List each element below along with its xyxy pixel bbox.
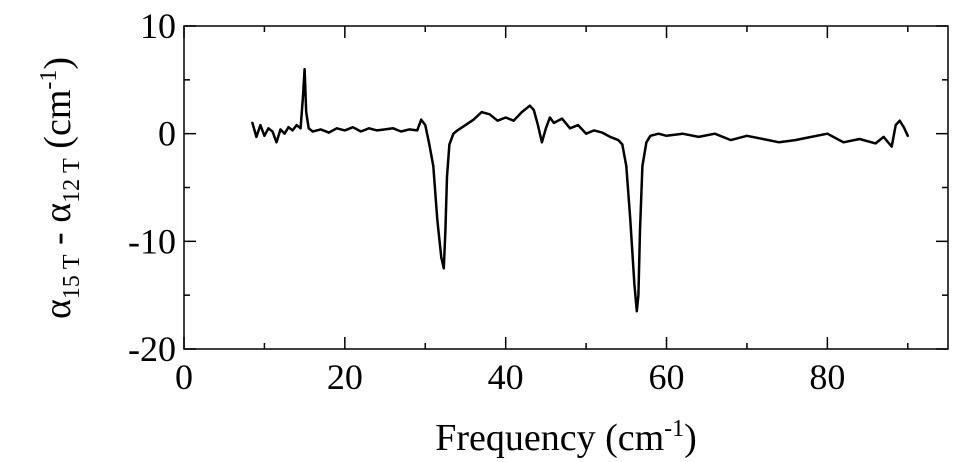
y-tick-label: -10	[128, 221, 176, 261]
series-line	[251, 67, 910, 313]
y-axis-title-sub2: 12 T	[59, 158, 85, 203]
y-axis-title-end: )	[37, 57, 79, 70]
x-tick-label: 20	[327, 357, 363, 397]
y-tick-label: 0	[158, 114, 176, 154]
x-axis-title-end: )	[684, 417, 697, 459]
y-axis-title-dash: -	[37, 223, 79, 255]
x-axis-title-sup: -1	[664, 416, 684, 442]
x-tick-label: 0	[175, 357, 193, 397]
y-axis-title-unit: (cm	[37, 90, 79, 159]
x-tick-label: 40	[488, 357, 524, 397]
y-axis-title-alpha1: α	[37, 299, 79, 319]
y-axis-title: α15 T - α12 T (cm-1)	[36, 57, 85, 319]
y-axis-title-sub1: 15 T	[59, 254, 85, 299]
y-tick-label: -20	[128, 329, 176, 369]
x-tick-label: 80	[809, 357, 845, 397]
x-axis-title-main: Frequency (cm	[435, 417, 664, 459]
y-axis-title-sup: -1	[36, 70, 62, 90]
x-tick-label: 60	[649, 357, 685, 397]
x-axis-title: Frequency (cm-1)	[435, 416, 697, 459]
y-tick-label: 10	[140, 6, 176, 46]
y-axis-title-alpha2: α	[37, 203, 79, 223]
ticks	[183, 25, 948, 350]
plot-frame	[183, 25, 949, 350]
